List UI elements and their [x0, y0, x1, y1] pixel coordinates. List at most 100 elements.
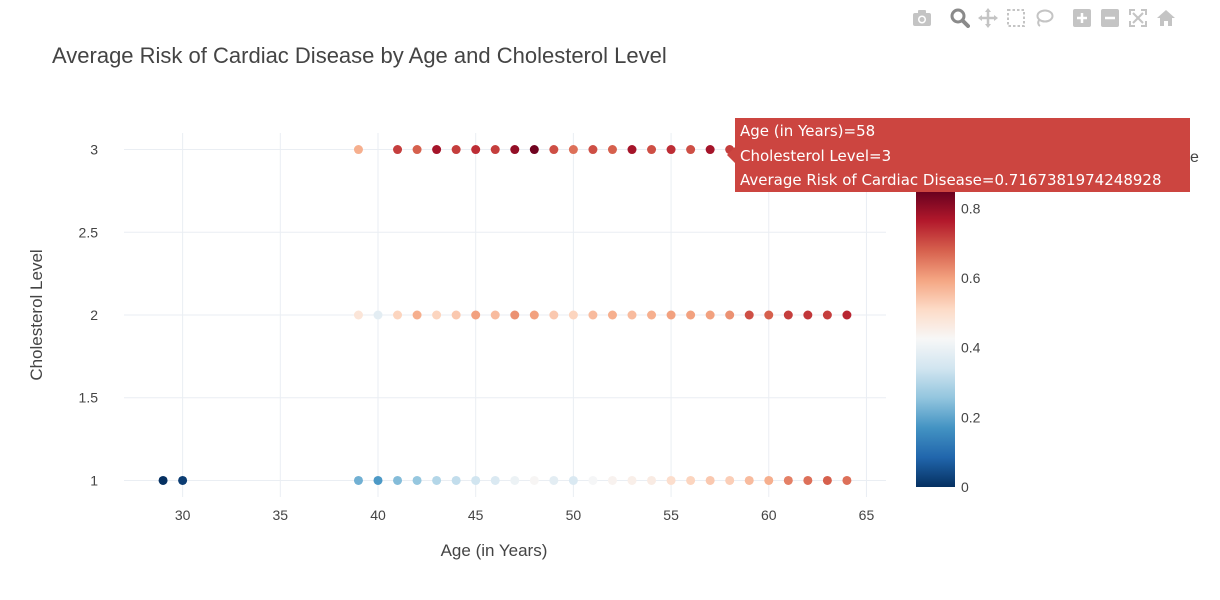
data-point[interactable] [452, 311, 461, 320]
data-point[interactable] [530, 145, 539, 154]
data-point[interactable] [764, 476, 773, 485]
colorbar-tick-label: 0.4 [961, 340, 981, 356]
data-point[interactable] [628, 311, 637, 320]
data-point[interactable] [686, 311, 695, 320]
data-point[interactable] [588, 476, 597, 485]
data-point[interactable] [393, 476, 402, 485]
data-point[interactable] [510, 145, 519, 154]
data-point[interactable] [510, 476, 519, 485]
data-point[interactable] [491, 145, 500, 154]
data-point[interactable] [374, 311, 383, 320]
data-point[interactable] [803, 311, 812, 320]
data-point[interactable] [647, 476, 656, 485]
y-tick-label: 2 [90, 307, 98, 323]
data-point[interactable] [706, 311, 715, 320]
data-point[interactable] [491, 476, 500, 485]
data-point[interactable] [608, 476, 617, 485]
data-point[interactable] [569, 476, 578, 485]
data-point[interactable] [471, 476, 480, 485]
data-point[interactable] [823, 311, 832, 320]
colorbar-tick-label: 0.6 [961, 270, 981, 286]
y-axis-title: Cholesterol Level [27, 249, 46, 380]
data-point[interactable] [510, 311, 519, 320]
data-point[interactable] [354, 476, 363, 485]
data-point[interactable] [784, 476, 793, 485]
data-point[interactable] [588, 311, 597, 320]
modebar [908, 6, 1180, 30]
data-point[interactable] [667, 145, 676, 154]
autoscale-icon[interactable] [1124, 6, 1152, 30]
data-point[interactable] [667, 311, 676, 320]
data-point[interactable] [530, 476, 539, 485]
data-point[interactable] [706, 476, 715, 485]
data-point[interactable] [354, 311, 363, 320]
y-tick-label: 2.5 [79, 224, 99, 240]
data-point[interactable] [413, 311, 422, 320]
data-point[interactable] [452, 476, 461, 485]
camera-icon[interactable] [908, 6, 936, 30]
data-point[interactable] [549, 145, 558, 154]
data-point[interactable] [608, 311, 617, 320]
x-tick-label: 55 [663, 507, 679, 523]
data-point[interactable] [569, 311, 578, 320]
lasso-icon[interactable] [1030, 6, 1058, 30]
data-point[interactable] [471, 311, 480, 320]
data-point[interactable] [549, 476, 558, 485]
data-point[interactable] [823, 476, 832, 485]
data-point[interactable] [569, 145, 578, 154]
tooltip-age: Age (in Years)=58 [740, 119, 1190, 144]
data-point[interactable] [686, 476, 695, 485]
x-tick-label: 45 [468, 507, 484, 523]
y-tick-label: 1.5 [79, 390, 99, 406]
data-point[interactable] [471, 145, 480, 154]
data-point[interactable] [667, 476, 676, 485]
zoom-out-icon[interactable] [1096, 6, 1124, 30]
data-point[interactable] [452, 145, 461, 154]
data-point[interactable] [725, 311, 734, 320]
data-point[interactable] [647, 145, 656, 154]
data-point[interactable] [784, 311, 793, 320]
data-point[interactable] [413, 476, 422, 485]
zoom-icon[interactable] [946, 6, 974, 30]
x-tick-label: 50 [566, 507, 582, 523]
data-point[interactable] [803, 476, 812, 485]
data-point[interactable] [432, 476, 441, 485]
data-point[interactable] [745, 476, 754, 485]
tooltip-pointer [727, 147, 735, 163]
data-point[interactable] [745, 311, 754, 320]
data-point[interactable] [608, 145, 617, 154]
data-point[interactable] [178, 476, 187, 485]
y-tick-label: 3 [90, 142, 98, 158]
box-select-icon[interactable] [1002, 6, 1030, 30]
data-point[interactable] [413, 145, 422, 154]
zoom-in-icon[interactable] [1068, 6, 1096, 30]
data-point[interactable] [432, 311, 441, 320]
tooltip-cholesterol: Cholesterol Level=3 [740, 144, 1190, 169]
data-point[interactable] [647, 311, 656, 320]
data-point[interactable] [706, 145, 715, 154]
data-point[interactable] [686, 145, 695, 154]
pan-icon[interactable] [974, 6, 1002, 30]
data-point[interactable] [393, 145, 402, 154]
data-point[interactable] [842, 476, 851, 485]
data-point[interactable] [628, 145, 637, 154]
data-point[interactable] [159, 476, 168, 485]
data-point[interactable] [842, 311, 851, 320]
data-point[interactable] [491, 311, 500, 320]
data-point[interactable] [628, 476, 637, 485]
x-tick-label: 40 [370, 507, 386, 523]
data-point[interactable] [354, 145, 363, 154]
data-point[interactable] [374, 476, 383, 485]
data-point[interactable] [530, 311, 539, 320]
x-axis: 30 35 40 45 50 55 60 65 [175, 507, 875, 523]
data-point[interactable] [588, 145, 597, 154]
colorbar: 0 0.2 0.4 0.6 0.8 [916, 191, 981, 495]
data-point[interactable] [725, 476, 734, 485]
colorbar-tick-label: 0 [961, 479, 969, 495]
data-point[interactable] [432, 145, 441, 154]
y-axis: 1 1.5 2 2.5 3 [79, 142, 99, 489]
data-point[interactable] [549, 311, 558, 320]
data-point[interactable] [393, 311, 402, 320]
data-point[interactable] [764, 311, 773, 320]
home-icon[interactable] [1152, 6, 1180, 30]
